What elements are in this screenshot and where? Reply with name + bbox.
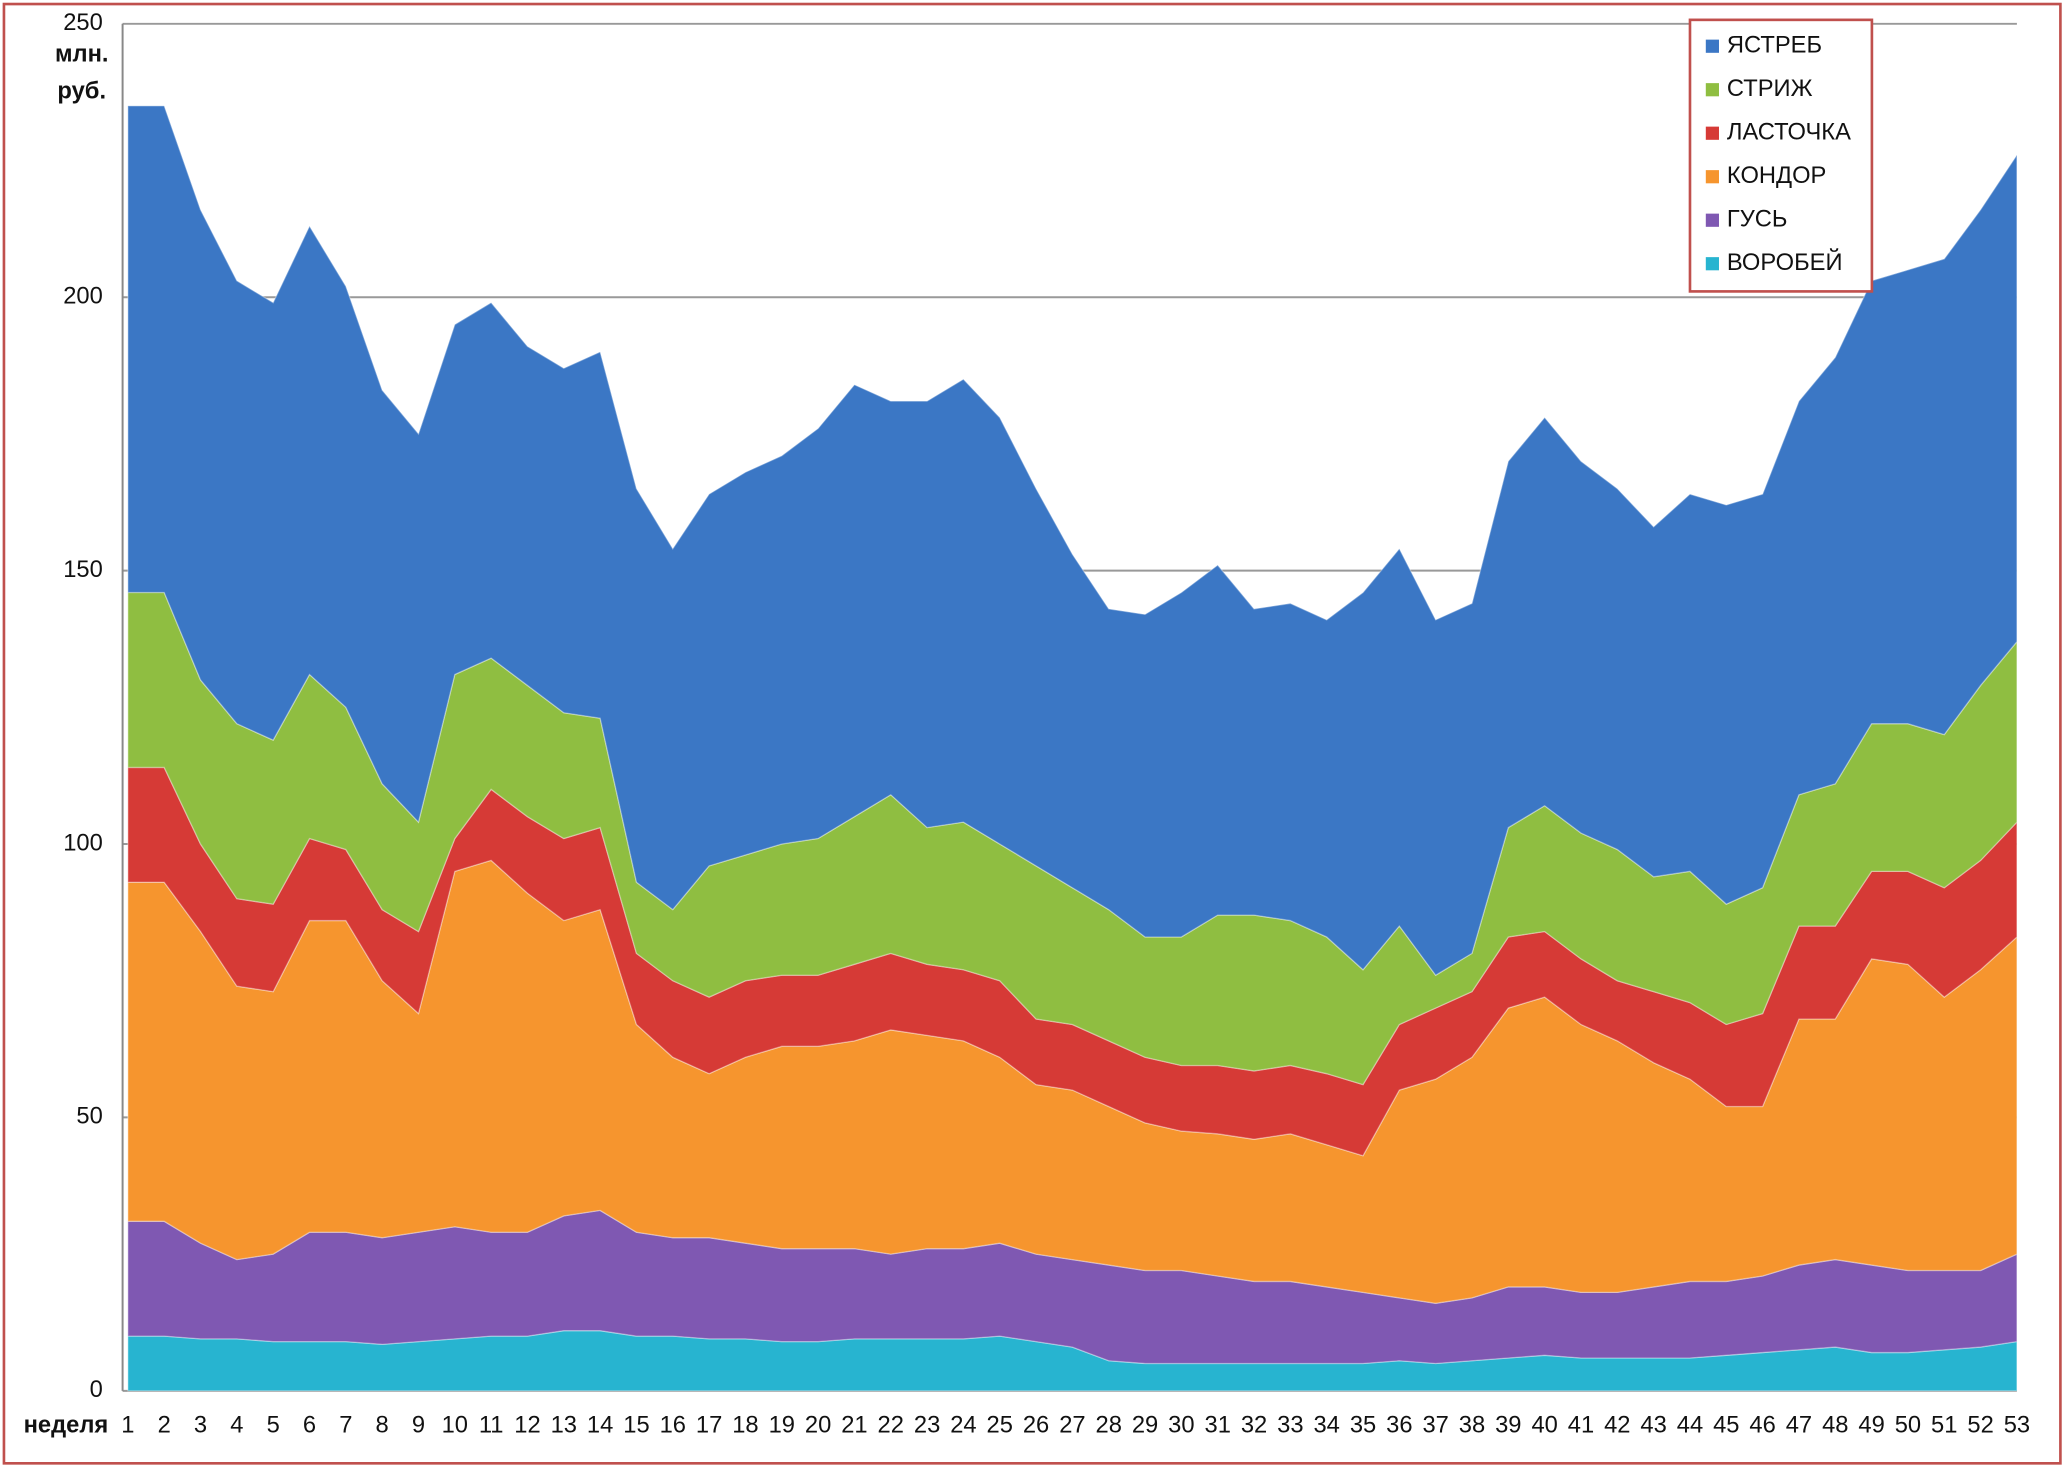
x-tick-label: 26 [1023,1413,1049,1439]
x-tick-label: 19 [769,1413,795,1439]
legend-label: ГУСЬ [1727,206,1788,232]
x-tick-label: 2 [158,1413,171,1439]
legend-swatch [1705,257,1719,271]
x-tick-label: 8 [376,1413,389,1439]
area [127,1209,2018,1365]
x-tick-label: 1 [121,1413,134,1439]
y-axis-label: млн. руб. [55,42,109,105]
x-tick-label: 47 [1786,1413,1812,1439]
x-tick-label: 45 [1713,1413,1739,1439]
x-tick-label: 28 [1096,1413,1122,1439]
x-tick-label: 14 [587,1413,613,1439]
area [127,1330,2018,1392]
x-tick-label: 39 [1495,1413,1521,1439]
x-tick-label: 33 [1277,1413,1303,1439]
x-tick-label: 50 [1895,1413,1921,1439]
x-tick-label: 20 [805,1413,831,1439]
x-tick-label: 18 [732,1413,758,1439]
x-tick-label: 53 [2004,1413,2030,1439]
area [127,105,2018,977]
x-tick-label: 24 [950,1413,976,1439]
x-tick-label: 38 [1459,1413,1485,1439]
x-tick-label: 43 [1640,1413,1666,1439]
x-tick-label: 36 [1386,1413,1412,1439]
x-tick-label: 48 [1822,1413,1848,1439]
x-tick-label: 15 [623,1413,649,1439]
x-tick-label: 27 [1059,1413,1085,1439]
legend-swatch [1705,170,1719,184]
x-tick-label: 21 [841,1413,867,1439]
legend-swatch [1705,126,1719,140]
x-tick-label: 51 [1931,1413,1957,1439]
x-tick-label: 42 [1604,1413,1630,1439]
legend-swatch [1705,83,1719,97]
x-tick-label: 22 [878,1413,904,1439]
y-tick-label: 250 [63,10,103,36]
y-tick-label: 0 [90,1377,103,1403]
x-tick-label: 25 [987,1413,1013,1439]
x-tick-label: 16 [660,1413,686,1439]
legend-label: СТРИЖ [1727,76,1813,102]
x-axis-label: неделя [24,1413,109,1439]
x-tick-label: 52 [1967,1413,1993,1439]
x-tick-label: 4 [230,1413,243,1439]
x-tick-label: 29 [1132,1413,1158,1439]
x-tick-label: 5 [267,1413,280,1439]
x-tick-label: 9 [412,1413,425,1439]
y-tick-label: 200 [63,283,103,309]
x-tick-label: 6 [303,1413,316,1439]
x-tick-label: 7 [339,1413,352,1439]
x-tick-label: 46 [1749,1413,1775,1439]
x-tick-label: 44 [1677,1413,1703,1439]
x-tick-label: 12 [514,1413,540,1439]
y-tick-label: 150 [63,557,103,583]
x-tick-label: 41 [1568,1413,1594,1439]
x-tick-label: 37 [1422,1413,1448,1439]
x-tick-label: 31 [1205,1413,1231,1439]
legend-swatch [1705,39,1719,53]
legend-label: ЛАСТОЧКА [1727,119,1851,145]
x-tick-label: 23 [914,1413,940,1439]
legend-label: КОНДОР [1727,163,1826,189]
legend-label: ВОРОБЕЙ [1727,248,1843,276]
x-tick-label: 32 [1241,1413,1267,1439]
x-tick-label: 3 [194,1413,207,1439]
x-tick-label: 49 [1858,1413,1884,1439]
legend-label: ЯСТРЕБ [1727,32,1822,58]
y-tick-label: 50 [76,1104,102,1130]
x-tick-label: 34 [1313,1413,1339,1439]
x-tick-label: 35 [1350,1413,1376,1439]
x-tick-label: 11 [479,1413,504,1439]
x-tick-label: 17 [696,1413,722,1439]
legend-box [1688,18,1874,293]
x-tick-label: 10 [442,1413,468,1439]
x-tick-label: 30 [1168,1413,1194,1439]
legend-swatch [1705,213,1719,227]
x-tick-label: 13 [551,1413,577,1439]
x-tick-label: 40 [1531,1413,1557,1439]
y-tick-label: 100 [63,830,103,856]
